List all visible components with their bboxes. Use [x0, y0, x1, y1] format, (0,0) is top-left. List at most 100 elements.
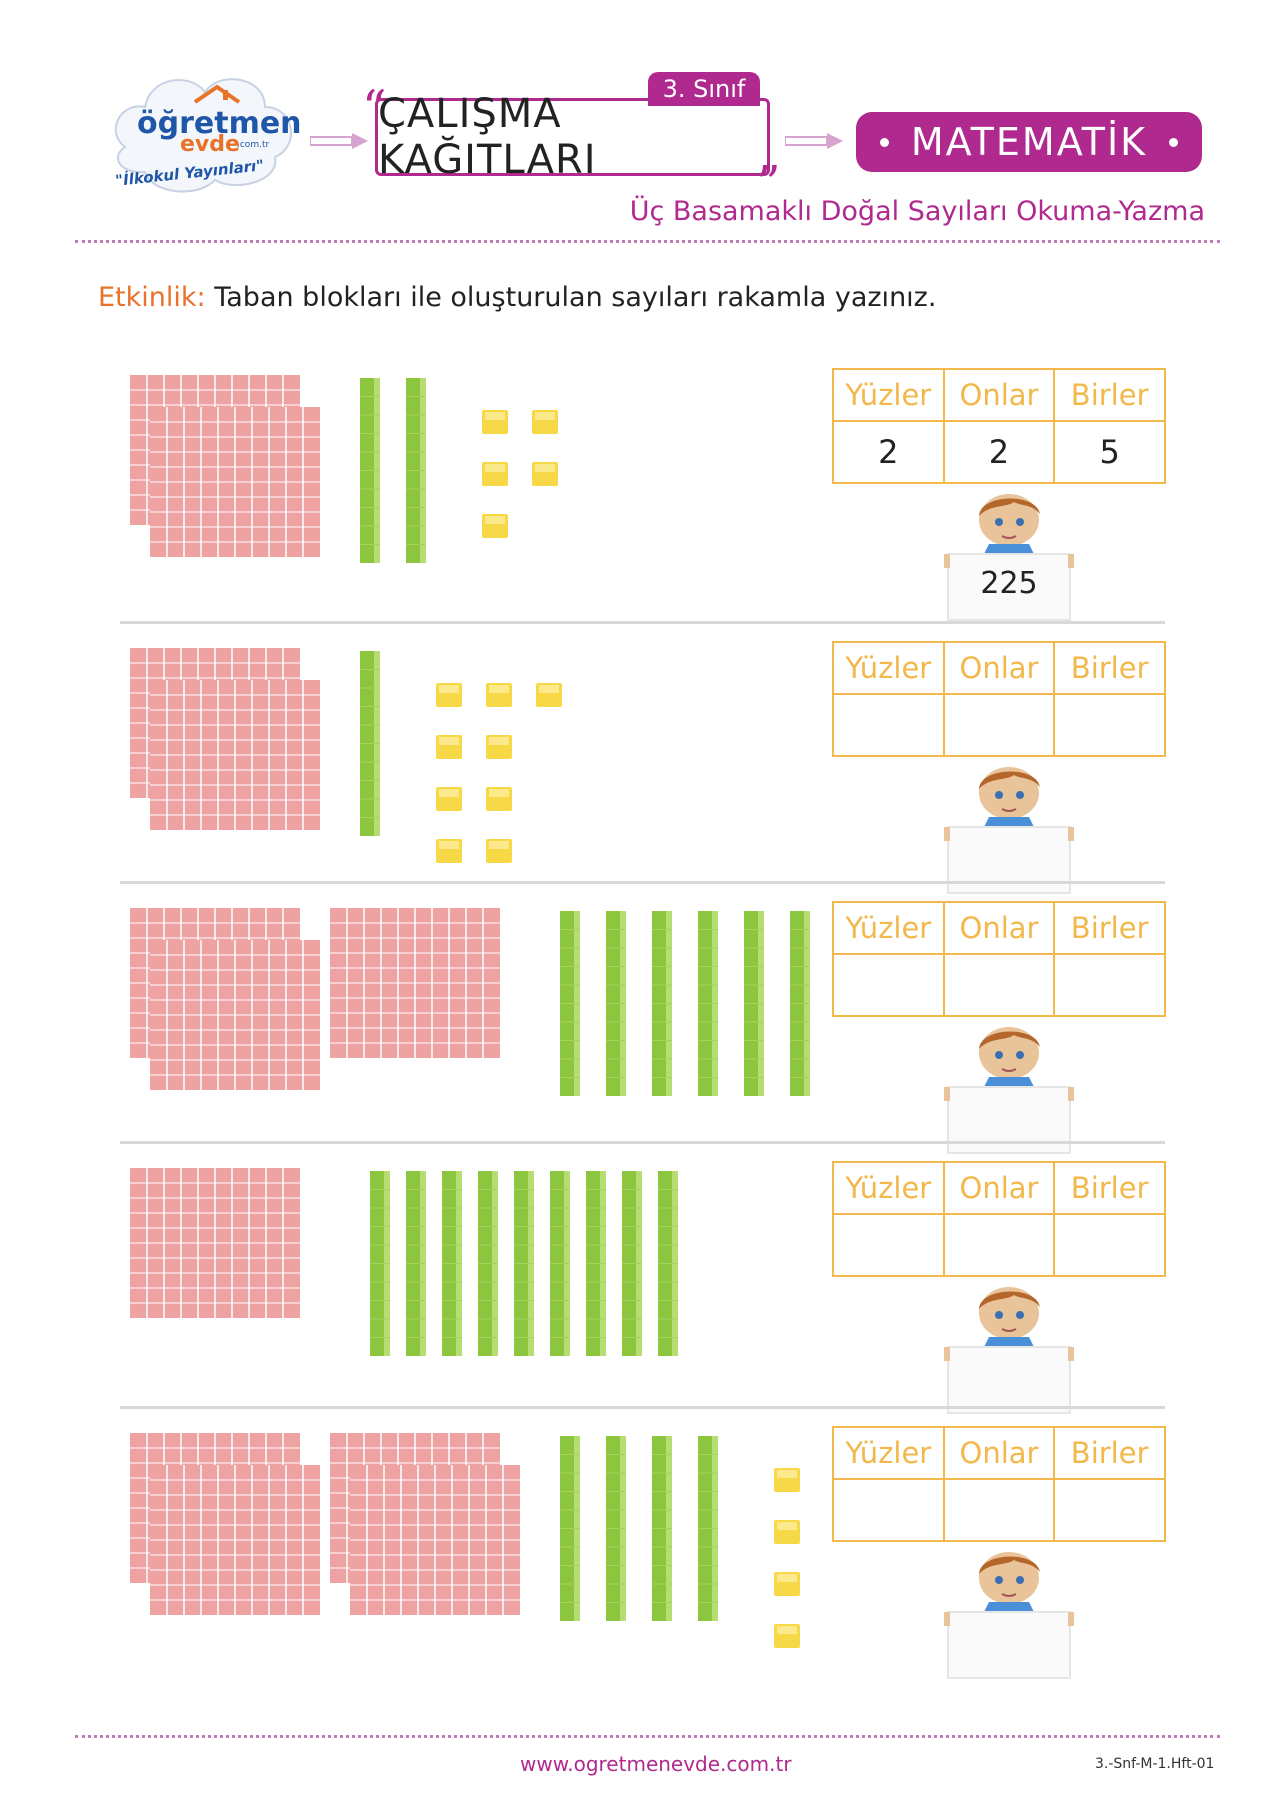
tens-header: Onlar	[942, 901, 1056, 955]
exercise-row: Yüzler Onlar Birler	[0, 1161, 1280, 1414]
ones-cell[interactable]	[1053, 1213, 1166, 1277]
tens-block	[514, 1171, 534, 1356]
logo-text: öğretmen	[137, 106, 302, 141]
ones-block	[482, 462, 508, 486]
boy-icon	[944, 494, 1074, 621]
hundreds-block	[130, 1168, 300, 1318]
tens-cell[interactable]	[942, 693, 1056, 757]
tens-block	[360, 378, 380, 563]
ones-block	[486, 787, 512, 811]
tens-block	[652, 1436, 672, 1621]
instruction-label: Etkinlik:	[98, 282, 206, 313]
exercise-row: Yüzler Onlar Birler	[0, 901, 1280, 1154]
ones-block	[486, 735, 512, 759]
tens-block	[586, 1171, 606, 1356]
row-separator	[120, 881, 1165, 884]
kid-with-sign	[944, 1025, 1074, 1175]
hundreds-block	[150, 1465, 320, 1615]
tens-block	[406, 378, 426, 563]
exercise-row: Yüzler Onlar Birler 2 2 5 225	[0, 368, 1280, 621]
hundreds-cell[interactable]: 2	[832, 420, 945, 484]
ones-block	[774, 1468, 800, 1492]
hundreds-cell[interactable]	[832, 1478, 945, 1542]
tens-block	[698, 1436, 718, 1621]
ones-header: Birler	[1053, 368, 1166, 422]
kid-with-sign	[944, 765, 1074, 915]
tens-block	[790, 911, 810, 1096]
answer-sign-text[interactable]: 225	[980, 566, 1038, 601]
boy-icon	[944, 767, 1074, 894]
ones-block	[482, 410, 508, 434]
kid-with-sign: 225	[944, 492, 1074, 642]
tens-cell[interactable]	[942, 1478, 1056, 1542]
tens-block	[606, 1436, 626, 1621]
bullet-icon	[879, 137, 889, 147]
tens-block	[698, 911, 718, 1096]
tens-block	[560, 1436, 580, 1621]
tens-header: Onlar	[942, 368, 1056, 422]
open-quote-icon: “	[362, 80, 387, 136]
ones-block	[436, 839, 462, 863]
ones-cell[interactable]	[1053, 1478, 1166, 1542]
ones-header: Birler	[1053, 1426, 1166, 1480]
tens-cell[interactable]	[942, 1213, 1056, 1277]
tens-header: Onlar	[942, 641, 1056, 695]
tens-cell[interactable]: 2	[942, 420, 1056, 484]
base-ten-blocks	[130, 908, 810, 1096]
place-value-table: Yüzler Onlar Birler	[832, 901, 1166, 1017]
logo: öğretmen evde .com.tr "İlkokul Yayınları…	[105, 62, 305, 212]
tens-block	[744, 911, 764, 1096]
base-ten-blocks	[130, 1433, 800, 1648]
bullet-icon	[1169, 137, 1179, 147]
hundreds-cell[interactable]	[832, 953, 945, 1017]
place-value-table: Yüzler Onlar Birler	[832, 1426, 1166, 1542]
hundreds-block	[150, 940, 320, 1090]
tens-block	[360, 651, 380, 836]
ones-block	[436, 683, 462, 707]
hundreds-cell[interactable]	[832, 693, 945, 757]
subtitle: Üç Basamaklı Doğal Sayıları Okuma-Yazma	[629, 196, 1205, 227]
tens-block	[370, 1171, 390, 1356]
row-separator	[120, 621, 1165, 624]
kid-with-sign	[944, 1550, 1074, 1700]
ones-block	[436, 735, 462, 759]
tens-cell[interactable]	[942, 953, 1056, 1017]
ones-cell[interactable]	[1053, 693, 1166, 757]
base-ten-blocks	[130, 648, 562, 863]
hundreds-block	[150, 680, 320, 830]
ones-header: Birler	[1053, 901, 1166, 955]
tens-block	[406, 1171, 426, 1356]
ones-block	[486, 683, 512, 707]
exercise-row: Yüzler Onlar Birler	[0, 641, 1280, 894]
ones-block	[436, 787, 462, 811]
kid-with-sign	[944, 1285, 1074, 1435]
instruction: Etkinlik: Taban blokları ile oluşturulan…	[98, 282, 936, 313]
tens-header: Onlar	[942, 1161, 1056, 1215]
ones-block	[536, 683, 562, 707]
footer-url[interactable]: www.ogretmenevde.com.tr	[520, 1752, 792, 1776]
ones-block	[774, 1520, 800, 1544]
hundreds-header: Yüzler	[832, 368, 945, 422]
ones-header: Birler	[1053, 1161, 1166, 1215]
divider	[75, 240, 1220, 243]
logo-subtext: evde	[180, 132, 240, 157]
place-value-table: Yüzler Onlar Birler	[832, 641, 1166, 757]
hundreds-block	[350, 1465, 520, 1615]
hundreds-header: Yüzler	[832, 901, 945, 955]
exercise-row: Yüzler Onlar Birler	[0, 1426, 1280, 1679]
place-value-table: Yüzler Onlar Birler	[832, 1161, 1166, 1277]
page-title: ÇALIŞMA KAĞITLARI	[378, 91, 597, 183]
arrow-icon	[310, 133, 368, 149]
tens-block	[622, 1171, 642, 1356]
hundreds-cell[interactable]	[832, 1213, 945, 1277]
tens-block	[658, 1171, 678, 1356]
ones-block	[774, 1624, 800, 1648]
ones-block	[486, 839, 512, 863]
ones-block	[532, 410, 558, 434]
ones-cell[interactable]	[1053, 953, 1166, 1017]
place-value-table: Yüzler Onlar Birler 2 2 5	[832, 368, 1166, 484]
tens-block	[550, 1171, 570, 1356]
ones-cell[interactable]: 5	[1053, 420, 1166, 484]
footer-code: 3.-Snf-M-1.Hft-01	[1095, 1756, 1215, 1772]
